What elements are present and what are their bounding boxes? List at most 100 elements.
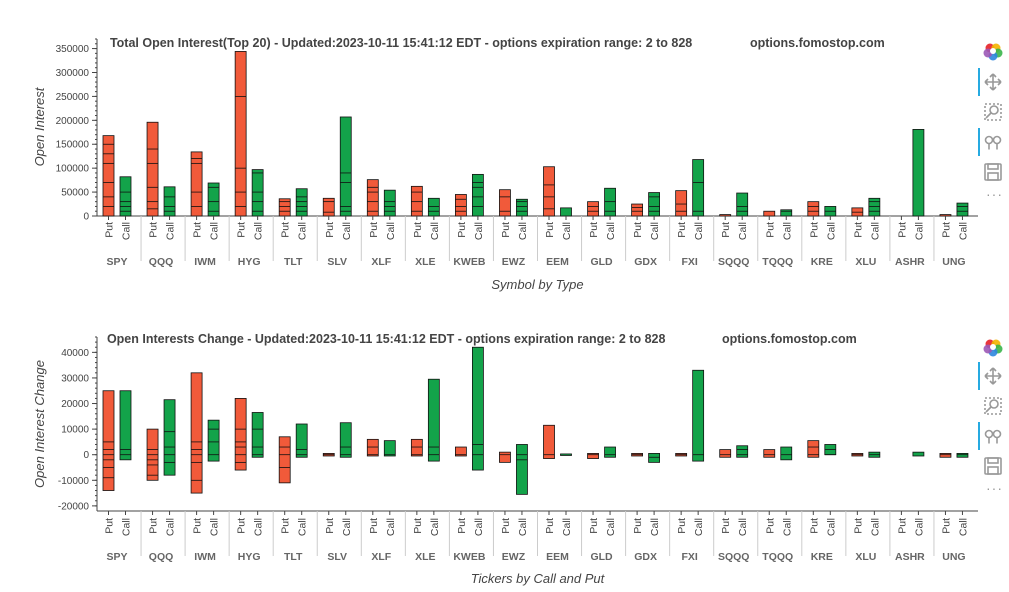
x-group-label-gld: GLD — [590, 256, 613, 268]
x-group-label-ung: UNG — [942, 256, 965, 268]
x-sublabel-call: Call — [913, 222, 925, 240]
x-sublabel-call: Call — [517, 222, 529, 240]
x-group-label-iwm: IWM — [194, 551, 216, 563]
put-bar-gdx — [631, 203, 643, 217]
bokeh-logo-icon[interactable] — [982, 40, 1004, 62]
x-sublabel-put: Put — [940, 518, 952, 534]
x-sublabel-call: Call — [737, 518, 749, 536]
x-sublabel-call: Call — [605, 518, 617, 536]
chart2-title-text: Open Interests Change - Updated:2023-10-… — [106, 332, 666, 346]
x-sublabel-put: Put — [192, 518, 204, 534]
x-sublabel-put: Put — [500, 222, 512, 238]
put-bar-kre — [807, 440, 820, 458]
y-tick-label: 20000 — [61, 399, 89, 410]
wheel-zoom-icon[interactable] — [978, 128, 1004, 156]
save-icon[interactable] — [982, 161, 1004, 183]
box-zoom-icon[interactable] — [982, 395, 1004, 417]
call-bar-tlt — [295, 423, 308, 458]
x-group-label-sqqq: SQQQ — [718, 256, 750, 268]
call-bar-xlf — [383, 440, 396, 457]
x-sublabel-call: Call — [561, 222, 573, 240]
call-bar-eem — [560, 453, 572, 456]
y-axis-label: Open Interest Change — [32, 360, 47, 488]
box-zoom-icon[interactable] — [982, 101, 1004, 123]
bokeh-logo-icon[interactable] — [982, 336, 1004, 358]
x-sublabel-put: Put — [588, 222, 600, 238]
put-bar-xlf — [366, 438, 379, 457]
x-group-label-xlf: XLF — [371, 551, 391, 563]
put-bar-slv — [322, 197, 335, 217]
x-sublabel-call: Call — [781, 518, 793, 536]
put-bar-kweb — [454, 446, 467, 457]
x-group-label-sqqq: SQQQ — [718, 551, 750, 563]
call-bar-sqqq — [736, 445, 749, 458]
put-bar-gld — [587, 201, 599, 217]
put-bar-ung — [939, 453, 952, 458]
x-sublabel-put: Put — [148, 518, 160, 534]
x-sublabel-put: Put — [280, 518, 292, 534]
put-bar-xlf — [366, 179, 379, 217]
x-sublabel-call: Call — [385, 518, 397, 536]
call-bar-hyg — [251, 169, 264, 217]
x-sublabel-put: Put — [368, 222, 380, 238]
x-sublabel-call: Call — [825, 222, 837, 240]
x-sublabel-put: Put — [544, 222, 556, 238]
put-bar-spy — [102, 390, 115, 491]
call-bar-slv — [339, 116, 352, 217]
save-icon[interactable] — [982, 455, 1004, 477]
call-bar-xle — [427, 378, 440, 462]
put-bar-ewz — [499, 451, 511, 463]
put-bar-ewz — [499, 189, 511, 217]
more-tools-icon[interactable]: ··· — [986, 186, 1003, 202]
put-bar-ung — [939, 214, 952, 217]
put-bar-sqqq — [719, 214, 732, 217]
x-group-label-ashr: ASHR — [895, 256, 925, 268]
x-sublabel-call: Call — [121, 518, 133, 536]
x-group-label-slv: SLV — [327, 256, 347, 268]
x-sublabel-put: Put — [588, 518, 600, 534]
put-bar-hyg — [234, 398, 247, 471]
x-group-label-ewz: EWZ — [502, 256, 526, 268]
x-sublabel-put: Put — [808, 518, 820, 534]
x-group-label-qqq: QQQ — [149, 551, 174, 563]
put-bar-fxi — [675, 190, 688, 217]
y-axis-label: Open Interest — [32, 86, 47, 166]
call-bar-ung — [956, 202, 969, 217]
x-group-label-gdx: GDX — [634, 256, 657, 268]
y-tick-label: 0 — [83, 212, 89, 223]
x-group-label-kweb: KWEB — [453, 256, 485, 268]
x-sublabel-call: Call — [209, 222, 221, 240]
x-group-label-xlu: XLU — [855, 256, 876, 268]
x-group-label-tlt: TLT — [284, 551, 303, 563]
x-sublabel-call: Call — [693, 222, 705, 240]
put-bar-kweb — [454, 194, 467, 217]
x-sublabel-put: Put — [852, 518, 864, 534]
x-sublabel-call: Call — [385, 222, 397, 240]
x-sublabel-put: Put — [104, 222, 116, 238]
x-group-label-fxi: FXI — [681, 256, 697, 268]
x-group-label-fxi: FXI — [681, 551, 697, 563]
put-bar-xle — [410, 438, 423, 457]
x-axis-label: Symbol by Type — [491, 277, 583, 292]
wheel-zoom-icon[interactable] — [978, 422, 1004, 450]
y-tick-label: 150000 — [56, 140, 90, 151]
more-tools-icon[interactable]: ··· — [986, 480, 1003, 496]
x-sublabel-put: Put — [192, 222, 204, 238]
pan-icon[interactable] — [978, 68, 1004, 96]
x-sublabel-call: Call — [957, 222, 969, 240]
x-sublabel-call: Call — [297, 222, 309, 240]
x-sublabel-call: Call — [561, 518, 573, 536]
x-sublabel-put: Put — [412, 222, 424, 238]
call-bar-ashr — [912, 129, 925, 217]
x-group-label-ashr: ASHR — [895, 551, 925, 563]
put-bar-gld — [587, 453, 599, 459]
pan-icon[interactable] — [978, 362, 1004, 390]
x-sublabel-put: Put — [896, 222, 908, 238]
call-bar-ashr — [912, 451, 925, 457]
x-sublabel-put: Put — [324, 518, 336, 534]
x-sublabel-call: Call — [781, 222, 793, 240]
x-sublabel-put: Put — [324, 222, 336, 238]
x-sublabel-put: Put — [236, 222, 248, 238]
call-bar-kweb — [471, 346, 484, 471]
x-group-label-tqqq: TQQQ — [762, 551, 793, 563]
